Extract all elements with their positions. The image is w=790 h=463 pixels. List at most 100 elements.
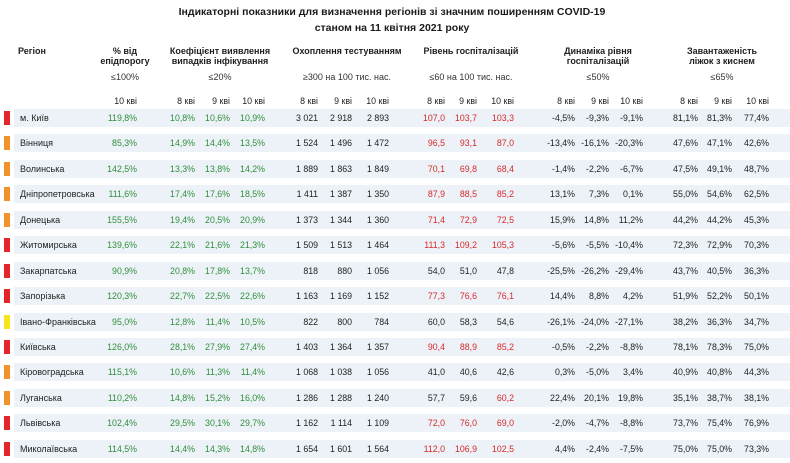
column-header-label: Коефіцієнт виявлення випадків інфікуванн… bbox=[160, 46, 280, 66]
hospitalization-dynamics-value: -20,3% bbox=[615, 138, 643, 149]
column-header-label-line: Динаміка рівня bbox=[564, 46, 632, 56]
hospitalization-value: 47,8 bbox=[496, 265, 514, 276]
hospitalization-dynamics-header: Динаміка рівня госпіталізацій ≤50% bbox=[538, 46, 658, 82]
testing-coverage-value: 822 bbox=[303, 316, 318, 327]
table-row: Запорізька 120,3% 22,7% 22,5% 22,6% 1 163 1 16… bbox=[0, 287, 790, 306]
testing-coverage-value: 1 411 bbox=[296, 189, 318, 200]
table-row: Закарпатська 90,9% 20,8% 17,8% 13,7% 818 880 1 … bbox=[0, 261, 790, 280]
hospitalization-dynamics-value: -7,5% bbox=[620, 443, 643, 454]
detection-rate-value: 13,8% bbox=[205, 163, 230, 174]
hospitalization-value: 60,2 bbox=[496, 392, 514, 403]
detection-rate-value: 27,9% bbox=[205, 341, 230, 352]
status-indicator bbox=[4, 111, 10, 125]
hospitalization-value: 60,0 bbox=[427, 316, 445, 327]
column-header-label-line: ліжок з киснем bbox=[689, 56, 755, 66]
hospitalization-dynamics-value: -8,8% bbox=[620, 418, 643, 429]
hospitalization-dynamics-value: 13,1% bbox=[550, 189, 575, 200]
hospitalization-dynamics-value: 14,8% bbox=[584, 214, 609, 225]
detection-rate-value: 14,3% bbox=[205, 443, 230, 454]
date-label: 8 кві bbox=[680, 96, 698, 106]
status-indicator bbox=[4, 212, 10, 227]
testing-coverage-value: 1 114 bbox=[330, 418, 352, 429]
hospitalization-value: 109,2 bbox=[454, 240, 477, 251]
testing-coverage-value: 1 162 bbox=[295, 418, 318, 429]
testing-coverage-value: 1 373 bbox=[295, 214, 318, 225]
date-label: 10 кві bbox=[620, 96, 643, 106]
testing-coverage-value: 1 286 bbox=[295, 392, 318, 403]
oxygen-bed-load-value: 36,3% bbox=[707, 316, 732, 327]
hospitalization-value: 76,0 bbox=[459, 418, 477, 429]
detection-rate-value: 14,9% bbox=[170, 138, 195, 149]
column-header-threshold: ≤60 на 100 тис. нас. bbox=[429, 72, 513, 82]
detection-rate-value: 21,6% bbox=[205, 240, 230, 251]
testing-coverage-value: 1 350 bbox=[366, 189, 389, 200]
detection-rate-value: 30,1% bbox=[205, 418, 230, 429]
status-indicator bbox=[4, 416, 10, 431]
hospitalization-dynamics-value: -24,0% bbox=[581, 316, 609, 327]
oxygen-bed-load-value: 50,1% bbox=[744, 291, 769, 302]
testing-coverage-header: Охоплення тестуванням ≥300 на 100 тис. н… bbox=[287, 46, 407, 82]
testing-coverage-value: 1 288 bbox=[329, 392, 352, 403]
hospitalization-dynamics-value: -13,4% bbox=[547, 138, 575, 149]
hospitalization-dynamics-value: 15,9% bbox=[550, 214, 575, 225]
hospitalization-dynamics-value: 11,2% bbox=[618, 214, 643, 225]
hospitalization-value: 102,5 bbox=[491, 443, 514, 454]
region-name: Дніпропетровська bbox=[20, 189, 95, 200]
detection-rate-value: 22,7% bbox=[170, 291, 195, 302]
table-row: Волинська 142,5% 13,3% 13,8% 14,2% 1 889 1 863… bbox=[0, 159, 790, 178]
detection-rate-value: 20,9% bbox=[240, 214, 265, 225]
date-label: 10 кві bbox=[366, 96, 389, 106]
hospitalization-value: 105,3 bbox=[491, 240, 514, 251]
oxygen-bed-load-value: 70,3% bbox=[744, 240, 769, 251]
testing-coverage-value: 1 524 bbox=[295, 138, 318, 149]
oxygen-bed-load-value: 44,2% bbox=[673, 214, 698, 225]
detection-rate-value: 28,1% bbox=[170, 341, 195, 352]
date-header-row: 10 кві 8 кві 9 кві 10 кві 8 кві 9 кві 10… bbox=[0, 96, 790, 107]
hospitalization-value: 68,4 bbox=[496, 163, 514, 174]
hospitalization-value: 111,3 bbox=[424, 240, 445, 251]
date-label: 8 кві bbox=[300, 96, 318, 106]
epid-threshold-value: 119,8% bbox=[107, 113, 137, 123]
column-header-threshold: ≤20% bbox=[208, 72, 232, 82]
testing-coverage-value: 1 357 bbox=[366, 341, 389, 352]
status-indicator bbox=[4, 289, 10, 304]
table-row: Миколаївська 114,5% 14,4% 14,3% 14,8% 1 654 1 … bbox=[0, 439, 790, 458]
detection-rate-header: Коефіцієнт виявлення випадків інфікуванн… bbox=[160, 46, 280, 82]
status-indicator bbox=[4, 339, 10, 354]
hospitalization-dynamics-value: 20,1% bbox=[584, 392, 609, 403]
hospitalization-dynamics-value: 8,8% bbox=[588, 291, 609, 302]
hospitalization-value: 72,5 bbox=[496, 214, 514, 225]
oxygen-bed-load-value: 48,7% bbox=[744, 163, 769, 174]
column-header-label-line: Коефіцієнт виявлення bbox=[169, 46, 271, 56]
hospitalization-dynamics-value: -0,5% bbox=[552, 341, 575, 352]
table-row: Донецька 155,5% 19,4% 20,5% 20,9% 1 373 1 344 1… bbox=[0, 210, 790, 229]
testing-coverage-value: 1 169 bbox=[329, 291, 352, 302]
oxygen-bed-load-value: 47,1% bbox=[707, 138, 732, 149]
oxygen-bed-load-value: 54,6% bbox=[707, 189, 732, 200]
oxygen-bed-load-value: 40,9% bbox=[673, 367, 698, 378]
detection-rate-value: 14,8% bbox=[240, 443, 265, 454]
hospitalization-value: 57,7 bbox=[427, 392, 445, 403]
table-row: Луганська 110,2% 14,8% 15,2% 16,0% 1 286 1 288… bbox=[0, 388, 790, 407]
hospitalization-value: 58,3 bbox=[459, 316, 477, 327]
detection-rate-value: 14,8% bbox=[170, 392, 195, 403]
detection-rate-value: 18,5% bbox=[240, 189, 265, 200]
detection-rate-value: 13,7% bbox=[240, 265, 265, 276]
oxygen-bed-load-value: 81,3% bbox=[707, 113, 732, 123]
column-header-threshold: ≤100% bbox=[111, 72, 139, 82]
hospitalization-dynamics-value: 0,3% bbox=[554, 367, 575, 378]
hospitalization-value: 103,7 bbox=[454, 113, 477, 123]
oxygen-bed-load-header: Завантаженість ліжок з киснем ≤65% bbox=[662, 46, 782, 82]
testing-coverage-value: 880 bbox=[337, 265, 352, 276]
hospitalization-value: 70,1 bbox=[427, 163, 445, 174]
testing-coverage-value: 818 bbox=[303, 265, 318, 276]
testing-coverage-value: 1 464 bbox=[366, 240, 389, 251]
column-header-label: Рівень госпіталізацій bbox=[411, 46, 531, 66]
epid-threshold-header: % від епідпорогу ≤100% bbox=[95, 46, 155, 82]
page-subtitle: станом на 11 квітня 2021 року bbox=[314, 22, 470, 34]
hospitalization-value: 112,0 bbox=[423, 443, 445, 454]
hospitalization-dynamics-value: -6,7% bbox=[620, 163, 643, 174]
hospitalization-dynamics-value: 22,4% bbox=[550, 392, 575, 403]
oxygen-bed-load-value: 38,7% bbox=[707, 392, 732, 403]
region-name: Луганська bbox=[20, 392, 62, 403]
